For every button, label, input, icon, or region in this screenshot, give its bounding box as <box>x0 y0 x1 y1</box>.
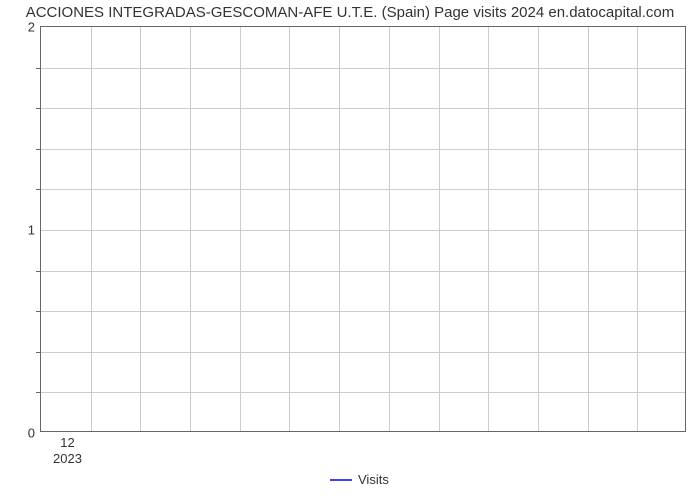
gridline-vertical <box>439 27 440 431</box>
gridline-horizontal <box>41 392 685 393</box>
gridline-horizontal <box>41 230 685 231</box>
x-axis-group-label: 2023 <box>53 451 82 466</box>
y-axis-tick-label: 1 <box>28 223 35 238</box>
gridline-horizontal <box>41 149 685 150</box>
gridline-vertical <box>588 27 589 431</box>
gridline-vertical <box>91 27 92 431</box>
y-axis-minor-tick <box>36 352 41 353</box>
gridline-horizontal <box>41 311 685 312</box>
legend-label: Visits <box>358 472 389 487</box>
y-axis-tick-label: 2 <box>28 20 35 35</box>
y-axis-minor-tick <box>36 68 41 69</box>
y-axis-minor-tick <box>36 311 41 312</box>
gridline-vertical <box>190 27 191 431</box>
gridline-vertical <box>140 27 141 431</box>
y-axis-minor-tick <box>36 108 41 109</box>
y-axis-minor-tick <box>36 189 41 190</box>
legend-swatch <box>330 479 352 481</box>
x-axis-tick-label: 12 <box>60 435 74 450</box>
gridline-horizontal <box>41 108 685 109</box>
chart-plot-area: 012122023 <box>40 26 686 432</box>
gridline-horizontal <box>41 68 685 69</box>
gridline-vertical <box>289 27 290 431</box>
y-axis-minor-tick <box>36 271 41 272</box>
chart-legend: Visits <box>330 472 389 487</box>
gridline-horizontal <box>41 352 685 353</box>
gridline-vertical <box>637 27 638 431</box>
gridline-vertical <box>538 27 539 431</box>
y-axis-minor-tick <box>36 392 41 393</box>
gridline-horizontal <box>41 189 685 190</box>
gridline-vertical <box>339 27 340 431</box>
gridline-vertical <box>389 27 390 431</box>
y-axis-minor-tick <box>36 149 41 150</box>
gridline-horizontal <box>41 271 685 272</box>
y-axis-tick-label: 0 <box>28 426 35 441</box>
gridline-vertical <box>488 27 489 431</box>
gridline-vertical <box>240 27 241 431</box>
chart-title: ACCIONES INTEGRADAS-GESCOMAN-AFE U.T.E. … <box>0 4 700 21</box>
